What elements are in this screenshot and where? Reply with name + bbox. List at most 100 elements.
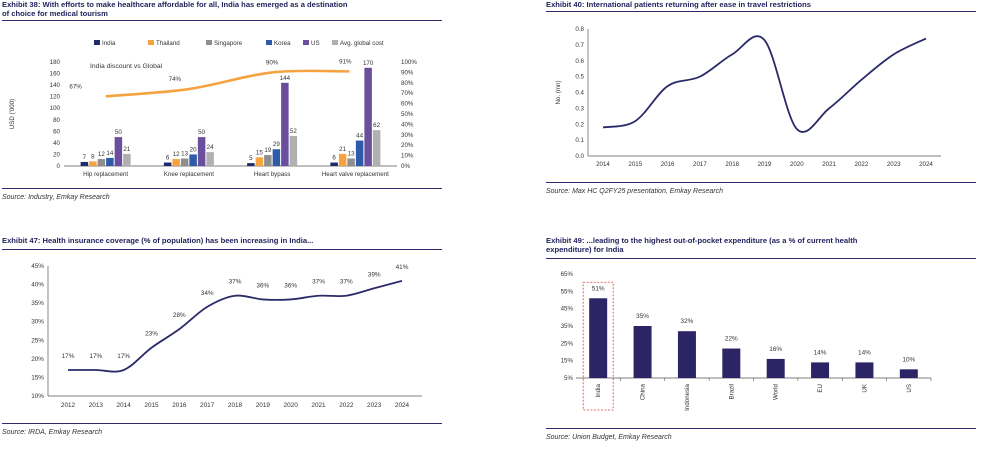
discount-label: 91%	[339, 58, 352, 65]
x-tick-label: 2017	[200, 402, 215, 409]
bar-1-0	[89, 161, 97, 166]
bar-value-label: 50	[198, 129, 205, 136]
exhibit-38-rule-top	[2, 20, 442, 21]
y-axis-title: No. (mn)	[555, 80, 562, 104]
y-tick-label: 0.0	[575, 153, 584, 160]
x-tick-label: 2015	[144, 402, 159, 409]
exhibit-40-chart: 0.0 0.1 0.2 0.3 0.4 0.5 0.6 0.7 0.8 2014 2015 2016 2…	[555, 26, 941, 168]
x-category-label: Heart valve replacement	[322, 171, 389, 178]
bar-1-3	[338, 153, 347, 166]
x-category-label: China	[640, 383, 647, 400]
bar-0-2	[247, 163, 255, 166]
bar-value-label: 62	[373, 122, 380, 129]
exhibit-40-source: Source: Max HC Q2FY25 presentation, Emka…	[546, 188, 724, 195]
x-tick-label: 2019	[758, 161, 772, 168]
x-tick-label: 2016	[172, 402, 187, 409]
legend-label-5: Avg. global cost	[340, 40, 384, 47]
bar-india	[589, 298, 608, 378]
y-tick-label: 15%	[561, 358, 574, 365]
bar-1-1	[172, 159, 180, 166]
exhibit-38-title-line2: of choice for medical tourism	[2, 9, 108, 18]
y2-tick-label: 80%	[401, 80, 414, 87]
data-label: 37%	[340, 279, 353, 286]
data-label: 28%	[173, 312, 186, 319]
bar-5-1	[206, 152, 214, 166]
bar-3-3	[355, 140, 364, 166]
x-tick-label: 2023	[887, 161, 901, 168]
y-tick-label: 25%	[31, 337, 44, 344]
y2-tick-label: 40%	[401, 121, 414, 128]
x-tick-label: 2015	[628, 161, 642, 168]
x-tick-label: 2024	[395, 402, 410, 409]
bar-value-label: 7	[83, 154, 87, 161]
y2-tick-label: 30%	[401, 132, 414, 139]
x-tick-label: 2016	[661, 161, 675, 168]
exhibit-38-source: Source: Industry, Emkay Research	[2, 194, 110, 201]
exhibit-49-rule-bottom	[546, 428, 976, 429]
bar-2-1	[180, 158, 189, 166]
exhibit-49-source: Source: Union Budget, Emkay Research	[546, 434, 672, 441]
bar-brazil	[722, 348, 741, 378]
y-tick-label: 15%	[31, 374, 44, 381]
data-label: 17%	[89, 353, 102, 360]
data-label: 39%	[368, 271, 381, 278]
exhibit-47-chart: 10% 15% 20% 25% 30% 35% 40% 45% 2012 2013 2014 2015…	[31, 263, 422, 409]
y-tick-label: 0.6	[575, 58, 584, 65]
panel-exhibit-49: Exhibit 49: ...leading to the highest ou…	[546, 236, 980, 446]
y-tick-label: 30%	[31, 319, 44, 326]
y-tick-label: 25%	[561, 340, 574, 347]
y-tick-label: 5%	[564, 375, 573, 382]
x-category-label: Hip replacement	[83, 171, 128, 178]
x-tick-label: 2023	[367, 402, 382, 409]
bar-value-label: 5	[249, 155, 253, 162]
exhibit-47-source: Source: IRDA, Emkay Research	[2, 429, 102, 436]
data-label: 34%	[201, 290, 214, 297]
x-category-label: Brazil	[728, 384, 735, 399]
x-tick-label: 2022	[339, 402, 354, 409]
bar-3-1	[189, 154, 197, 166]
data-label: 17%	[62, 353, 75, 360]
y-tick-label: 0	[57, 163, 61, 170]
y-tick-label: 10%	[31, 393, 44, 400]
bar-5-0	[123, 153, 131, 166]
data-label: 23%	[145, 331, 158, 338]
exhibit-49-title-line2: expenditure) for India	[546, 245, 624, 254]
bar-0-3	[330, 162, 338, 166]
bar-value-label: 16%	[769, 346, 782, 353]
panel-exhibit-47: Exhibit 47: Health insurance coverage (%…	[2, 236, 447, 446]
y-tick-label: 80	[53, 117, 60, 124]
bar-2-2	[264, 155, 272, 166]
exhibit-49-chart: 5% 15% 25% 35% 45% 55% 65% 51% India 35% China 32% I…	[561, 271, 932, 411]
bar-value-label: 50	[115, 129, 122, 136]
exhibit-49-title: Exhibit 49: ...leading to the highest ou…	[546, 236, 857, 254]
legend-swatch-2	[206, 40, 212, 45]
bar-value-label: 22%	[725, 336, 738, 343]
legend-label-4: US	[311, 40, 320, 47]
y-tick-label: 35%	[561, 323, 574, 330]
y-tick-label: 60	[53, 128, 60, 135]
x-tick-label: 2014	[596, 161, 610, 168]
exhibit-40-rule-top	[546, 11, 976, 12]
bar-3-2	[272, 149, 281, 166]
bar-value-label: 52	[290, 128, 297, 135]
bar-value-label: 15	[256, 149, 263, 156]
exhibit-47-rule-top	[2, 249, 442, 250]
legend-label-1: Thailand	[156, 40, 180, 47]
x-tick-label: 2018	[725, 161, 739, 168]
exhibit-47-rule-bottom	[2, 423, 442, 424]
y2-tick-label: 70%	[401, 90, 414, 97]
x-tick-label: 2019	[256, 402, 271, 409]
y-tick-label: 20	[53, 151, 60, 158]
y-tick-label: 35%	[31, 300, 44, 307]
bar-value-label: 29	[273, 141, 280, 148]
x-tick-label: 2013	[89, 402, 104, 409]
bar-value-label: 13	[348, 150, 355, 157]
x-tick-label: 2017	[693, 161, 707, 168]
discount-line	[105, 69, 350, 98]
y-tick-label: 65%	[561, 271, 574, 278]
y-tick-label: 0.4	[575, 90, 584, 97]
bar-2-3	[347, 158, 355, 166]
exhibit-49-rule-top	[546, 258, 976, 259]
y-tick-label: 40	[53, 140, 60, 147]
panel-exhibit-38: Exhibit 38: With efforts to make healthc…	[2, 0, 447, 210]
